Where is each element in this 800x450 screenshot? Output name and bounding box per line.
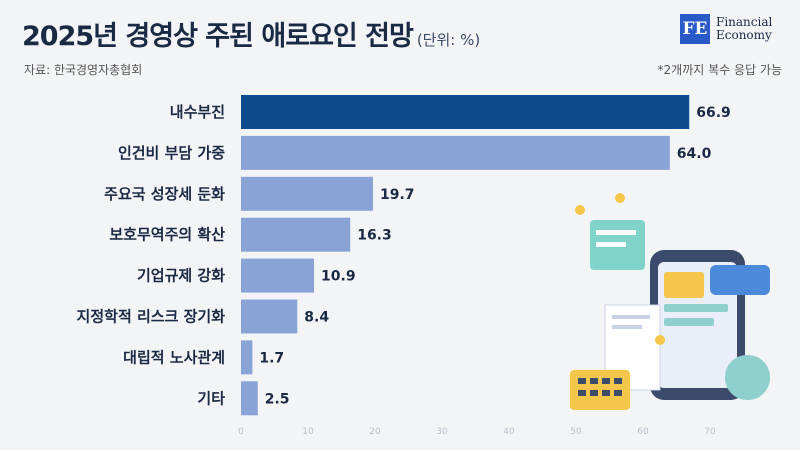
bar-6 bbox=[241, 340, 253, 375]
value-label-4: 10.9 bbox=[321, 269, 356, 285]
bar-7 bbox=[241, 381, 258, 416]
category-label-4: 기업규제 강화 bbox=[137, 267, 225, 285]
chart-title-text: 2025년 경영상 주된 애로요인 전망 bbox=[22, 21, 414, 52]
bar-1 bbox=[241, 135, 670, 170]
bar-2 bbox=[241, 176, 373, 211]
bar-3 bbox=[241, 217, 351, 252]
category-label-7: 기타 bbox=[197, 389, 225, 407]
unit-label: (단위: %) bbox=[416, 31, 481, 49]
category-label-3: 보호무역주의 확산 bbox=[109, 226, 225, 244]
logo-line-1: Financial bbox=[716, 15, 773, 29]
footnote: *2개까지 복수 응답 가능 bbox=[657, 63, 782, 77]
category-label-0: 내수부진 bbox=[170, 103, 225, 121]
x-tick-label-2: 20 bbox=[369, 427, 381, 437]
value-label-5: 8.4 bbox=[304, 310, 329, 326]
x-tick-label-5: 50 bbox=[570, 427, 582, 437]
value-label-0: 66.9 bbox=[696, 105, 731, 121]
category-label-2: 주요국 성장세 둔화 bbox=[104, 185, 225, 203]
brand-logo: FE Financial Economy bbox=[680, 14, 772, 44]
value-label-1: 64.0 bbox=[677, 146, 712, 162]
x-tick-label-4: 40 bbox=[503, 427, 515, 437]
x-tick-label-6: 60 bbox=[637, 427, 649, 437]
value-label-3: 16.3 bbox=[357, 228, 392, 244]
value-label-6: 1.7 bbox=[259, 350, 284, 366]
bar-5 bbox=[241, 299, 298, 334]
value-label-7: 2.5 bbox=[265, 391, 290, 407]
x-tick-label-7: 70 bbox=[704, 427, 716, 437]
chart-title: 2025년 경영상 주된 애로요인 전망 (단위: %) bbox=[22, 14, 480, 53]
x-tick-label-1: 10 bbox=[302, 427, 314, 437]
x-tick-label-0: 0 bbox=[238, 427, 244, 437]
category-label-6: 대립적 노사관계 bbox=[123, 348, 225, 366]
bar-0 bbox=[241, 95, 690, 129]
category-label-5: 지정학적 리스크 장기화 bbox=[77, 308, 226, 326]
category-label-1: 인건비 부담 가중 bbox=[118, 144, 225, 162]
logo-line-2: Economy bbox=[716, 28, 772, 42]
finance-illustration bbox=[570, 193, 770, 410]
logo-text: Financial Economy bbox=[716, 16, 772, 42]
x-tick-label-3: 30 bbox=[436, 427, 448, 437]
logo-mark: FE bbox=[680, 14, 710, 44]
value-label-2: 19.7 bbox=[380, 187, 415, 203]
bar-4 bbox=[241, 258, 315, 293]
source-note: 자료: 한국경영자총협회 bbox=[24, 63, 143, 77]
